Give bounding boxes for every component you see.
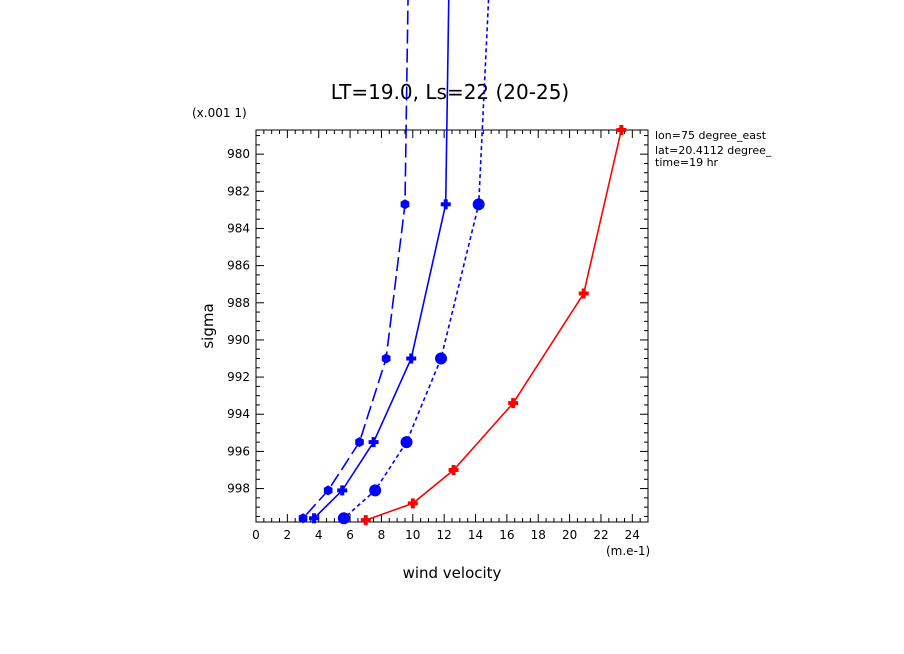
hexagon-marker — [355, 437, 364, 448]
circle-marker — [400, 436, 413, 449]
plus-marker — [337, 485, 348, 496]
y-tick-label: 994 — [227, 407, 250, 421]
x-tick-label: 12 — [437, 528, 452, 542]
series-line-3 — [343, 0, 490, 519]
plus-marker — [406, 353, 417, 364]
y-tick-label: 984 — [227, 221, 250, 235]
plot-frame — [255, 129, 649, 523]
hexagon-marker — [298, 513, 308, 524]
series-line-4 — [365, 129, 623, 521]
y-tick-label: 992 — [227, 370, 250, 384]
x-tick-label: 0 — [252, 528, 260, 542]
y-axis-label: sigma — [199, 303, 217, 348]
plus-marker — [368, 437, 379, 448]
x-tick-label: 10 — [405, 528, 420, 542]
circle-marker — [369, 484, 382, 497]
circle-marker — [337, 512, 350, 525]
x-tick-label: 8 — [378, 528, 386, 542]
x-tick-label: 24 — [625, 528, 640, 542]
hexagon-marker — [323, 485, 333, 496]
chart-title: LT=19.0, Ls=22 (20-25) — [331, 80, 569, 104]
plus-marker — [407, 498, 418, 509]
plus-marker — [508, 398, 519, 409]
y-unit-label: (x.001 1) — [192, 106, 247, 120]
hexagon-marker — [400, 199, 410, 210]
plus-marker — [440, 199, 451, 210]
y-tick-label: 988 — [227, 296, 250, 310]
y-tick-label: 980 — [227, 147, 250, 161]
y-tick-label: 986 — [227, 259, 250, 273]
x-axis-label: wind velocity — [403, 564, 502, 582]
info-lon: lon=75 degree_east — [655, 129, 767, 142]
series-line-1 — [302, 0, 409, 519]
x-tick-label: 2 — [284, 528, 292, 542]
x-tick-label: 16 — [499, 528, 514, 542]
hexagon-marker — [381, 353, 391, 364]
y-tick-label: 982 — [227, 184, 250, 198]
x-tick-label: 22 — [593, 528, 608, 542]
circle-marker — [472, 198, 485, 211]
y-tick-label: 990 — [227, 333, 250, 347]
plus-marker — [360, 515, 371, 526]
x-unit-label: (m.e-1) — [606, 544, 650, 558]
plus-marker — [578, 288, 589, 299]
y-tick-label: 996 — [227, 444, 250, 458]
x-tick-label: 14 — [468, 528, 483, 542]
info-lat: lat=20.4112 degree_ — [655, 144, 772, 157]
plus-marker — [448, 464, 459, 475]
y-tick-label: 998 — [227, 482, 250, 496]
x-tick-label: 20 — [562, 528, 577, 542]
info-time: time=19 hr — [655, 156, 719, 169]
series-line-2 — [313, 0, 450, 519]
x-tick-label: 18 — [531, 528, 546, 542]
circle-marker — [435, 352, 448, 365]
x-tick-label: 6 — [346, 528, 354, 542]
x-tick-label: 4 — [315, 528, 323, 542]
plus-marker — [309, 513, 320, 524]
plus-marker — [616, 125, 627, 135]
